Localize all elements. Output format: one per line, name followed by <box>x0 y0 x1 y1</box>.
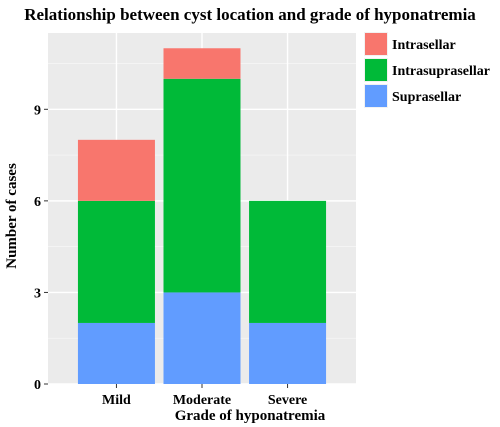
y-axis: 0 3 6 9 <box>34 103 48 393</box>
y-tick-label: 3 <box>34 286 41 301</box>
bar-severe-suprasellar <box>249 322 327 384</box>
y-tick-label: 6 <box>34 195 41 210</box>
legend-swatch <box>365 33 387 55</box>
x-tick-label: Mild <box>102 393 131 408</box>
chart-title: Relationship between cyst location and g… <box>24 5 476 24</box>
bar-mild-intrasuprasellar <box>77 200 155 323</box>
x-tick-label: Moderate <box>173 393 231 408</box>
bars <box>77 48 327 384</box>
x-axis: Mild Moderate Severe <box>102 384 307 408</box>
legend-label: Intrasuprasellar <box>392 64 490 79</box>
legend-swatch <box>365 85 387 107</box>
x-axis-label: Grade of hyponatremia <box>175 408 326 424</box>
bar-moderate-suprasellar <box>163 292 241 384</box>
bar-mild-suprasellar <box>77 322 155 384</box>
legend-label: Intrasellar <box>392 38 456 53</box>
bar-moderate-intrasuprasellar <box>163 78 241 293</box>
y-tick-label: 0 <box>34 378 41 393</box>
legend-label: Suprasellar <box>392 90 461 105</box>
bar-mild-intrasellar <box>77 139 155 201</box>
legend-swatch <box>365 59 387 81</box>
y-axis-label: Number of cases <box>4 163 20 269</box>
x-tick-label: Severe <box>268 393 307 408</box>
bar-severe-intrasuprasellar <box>249 200 327 323</box>
y-tick-label: 9 <box>34 103 41 118</box>
bar-moderate-intrasellar <box>163 48 241 79</box>
legend: Intrasellar Intrasuprasellar Suprasellar <box>364 32 490 108</box>
